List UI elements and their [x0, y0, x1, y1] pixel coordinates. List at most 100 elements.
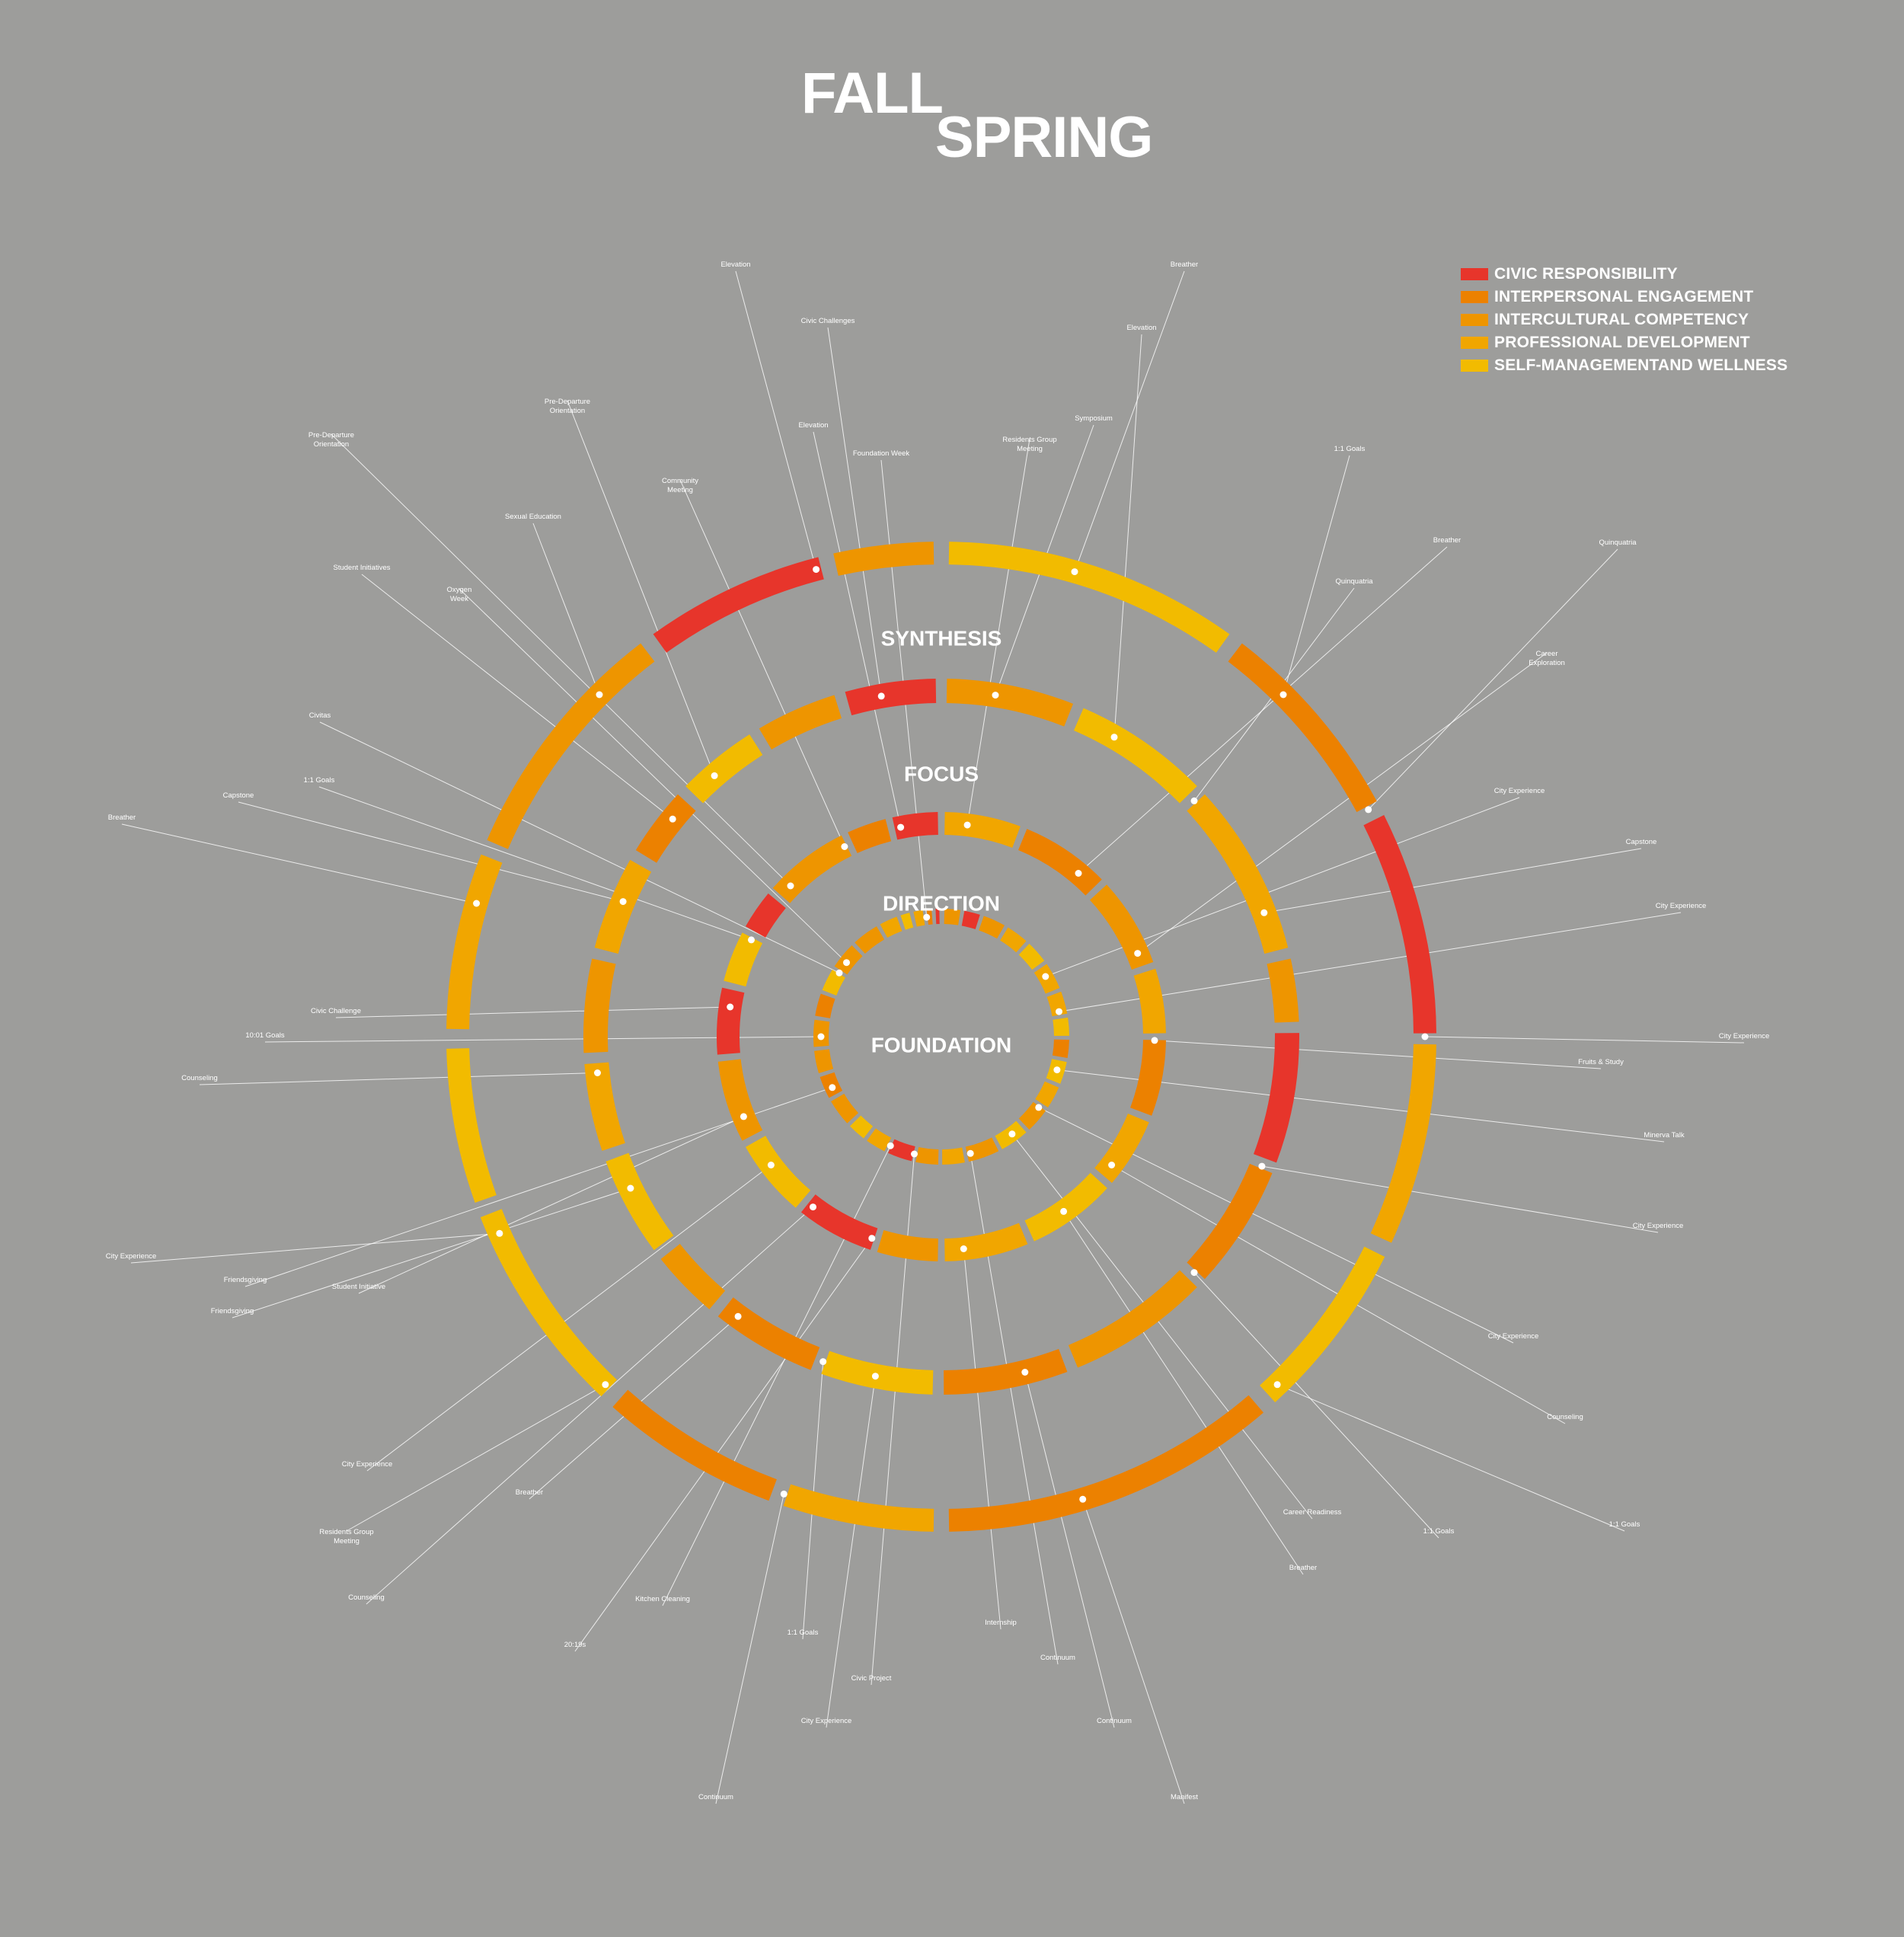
ring-segment-intercultural — [1090, 884, 1154, 970]
callout-line — [366, 1207, 813, 1605]
callout-label-line: 1:1 Goals — [787, 1629, 819, 1637]
callout-label: Civic Challenge — [311, 1007, 361, 1015]
callout-label: Breather — [1433, 536, 1461, 545]
ring-segment-professional — [880, 916, 902, 938]
ring-segment-professional — [913, 909, 925, 927]
callout-dot — [473, 900, 481, 907]
callout-dot — [810, 1203, 816, 1211]
callout-label-line: Minerva Talk — [1644, 1131, 1684, 1140]
callout-label: Friendsgiving — [224, 1276, 267, 1284]
callout-label-line: 20:19s — [564, 1641, 586, 1649]
callout-label-line: 1:1 Goals — [1334, 445, 1366, 453]
callout-line — [1024, 1372, 1115, 1728]
callout-label: Civitas — [309, 711, 331, 720]
callout-dot — [960, 1245, 967, 1252]
ring-segment-civic — [745, 893, 786, 938]
callout-line — [1424, 1036, 1745, 1044]
callout-label-line: City Experience — [106, 1252, 157, 1261]
ring-segment-interpersonal — [815, 993, 835, 1018]
ring-segment-professional — [944, 812, 1021, 848]
callout-dot — [619, 898, 627, 906]
callout-dot — [1075, 870, 1082, 877]
ring-segment-wellness — [480, 1209, 618, 1397]
ring-segment-interpersonal — [1187, 1163, 1273, 1280]
callout-dot — [1071, 568, 1078, 576]
legend-label: PROFESSIONAL DEVELOPMENT — [1494, 334, 1750, 351]
callout-label-line: Symposium — [1075, 414, 1113, 423]
callout-dot — [897, 823, 905, 831]
ring-segment-interpersonal — [1052, 1039, 1069, 1059]
ring-segment-interpersonal — [944, 1348, 1068, 1395]
callout-label: 1:1 Goals — [787, 1629, 819, 1637]
callout-label-line: Breather — [516, 1488, 543, 1497]
callout-dot — [1260, 909, 1268, 916]
callout-label: City Experience — [1656, 902, 1707, 910]
callout-label-line: Pre-Departure — [308, 431, 354, 440]
callout-dot — [669, 815, 676, 823]
callout-line — [1261, 1165, 1659, 1233]
legend-label: INTERPERSONAL ENGAGEMENT — [1494, 288, 1754, 305]
callout-label: Foundation Week — [853, 449, 910, 458]
callout-line — [458, 588, 847, 964]
callout-label: City Experience — [1719, 1032, 1770, 1040]
ring-segment-interpersonal — [1017, 829, 1102, 896]
callout-line — [1113, 334, 1142, 737]
callout-label-line: Quinquatria — [1335, 577, 1373, 586]
title-spring: SPRING — [935, 105, 1153, 170]
callout-line — [121, 823, 477, 904]
callout-label: Manifest — [1171, 1793, 1198, 1801]
ring-segment-civic — [961, 910, 980, 929]
callout-label: Career Readiness — [1283, 1508, 1342, 1517]
legend-swatch — [1461, 337, 1488, 349]
ring-segment-wellness — [1018, 943, 1045, 970]
legend-swatch — [1461, 268, 1488, 280]
callout-label-line: Civic Project — [851, 1674, 892, 1683]
ring-segment-interpersonal — [612, 1389, 777, 1501]
callout-line — [735, 270, 817, 570]
callout-dot — [819, 1358, 827, 1366]
ring-segment-wellness — [821, 1350, 934, 1395]
ring-segment-civic — [716, 987, 745, 1055]
callout-line — [232, 1187, 631, 1319]
callout-dot — [992, 692, 999, 699]
callout-label-line: Student Initiatives — [334, 564, 391, 572]
callout-label: Capstone — [223, 791, 254, 800]
callout-label-line: 10:01 Goals — [245, 1031, 284, 1040]
callout-label-line: Career Readiness — [1283, 1508, 1342, 1517]
ring-segment-professional — [1035, 1081, 1059, 1108]
callout-label: 1:1 Goals — [1423, 1527, 1455, 1536]
ring-segment-wellness — [849, 1115, 874, 1139]
callout-dot — [1365, 806, 1372, 813]
legend-label: SELF-MANAGEMENTAND WELLNESS — [1494, 356, 1788, 374]
callout-dot — [817, 1033, 825, 1040]
callout-label-line: Continuum — [1040, 1654, 1075, 1662]
callout-label: City Experience — [106, 1252, 157, 1261]
callout-dot — [829, 1084, 836, 1092]
callout-label: Breather — [1289, 1564, 1317, 1572]
callout-label-line: 1:1 Goals — [1609, 1520, 1640, 1529]
callout-label: Elevation — [1126, 324, 1156, 332]
ring-segment-civic — [892, 812, 938, 840]
callout-label-line: Orientation — [314, 440, 349, 449]
stage-label-foundation: FOUNDATION — [871, 1033, 1012, 1056]
callout-label: Internship — [985, 1619, 1017, 1627]
callout-label-line: Meeting — [1017, 445, 1043, 453]
stage-label-synthesis: SYNTHESIS — [881, 626, 1002, 650]
callout-label-line: Breather — [1289, 1564, 1317, 1572]
ring-segment-intercultural — [979, 916, 1005, 939]
callout-dot — [1190, 1269, 1198, 1277]
ring-segment-interpersonal — [1228, 643, 1377, 813]
callout-label: Capstone — [1626, 838, 1657, 846]
callout-label: Continuum — [1097, 1717, 1132, 1725]
callout-dot — [1108, 1162, 1116, 1168]
callout-label: Symposium — [1075, 414, 1113, 423]
callout-line — [715, 1494, 784, 1804]
callout-label-line: Civitas — [309, 711, 331, 720]
callout-line — [813, 431, 902, 828]
ring-segment-civic — [935, 909, 940, 925]
callout-dot — [727, 1003, 734, 1011]
callout-label-line: Residents Group — [319, 1528, 373, 1536]
callout-label-line: Civic Challenges — [801, 317, 855, 325]
callout-dot — [877, 692, 885, 700]
callout-dot — [868, 1235, 876, 1242]
